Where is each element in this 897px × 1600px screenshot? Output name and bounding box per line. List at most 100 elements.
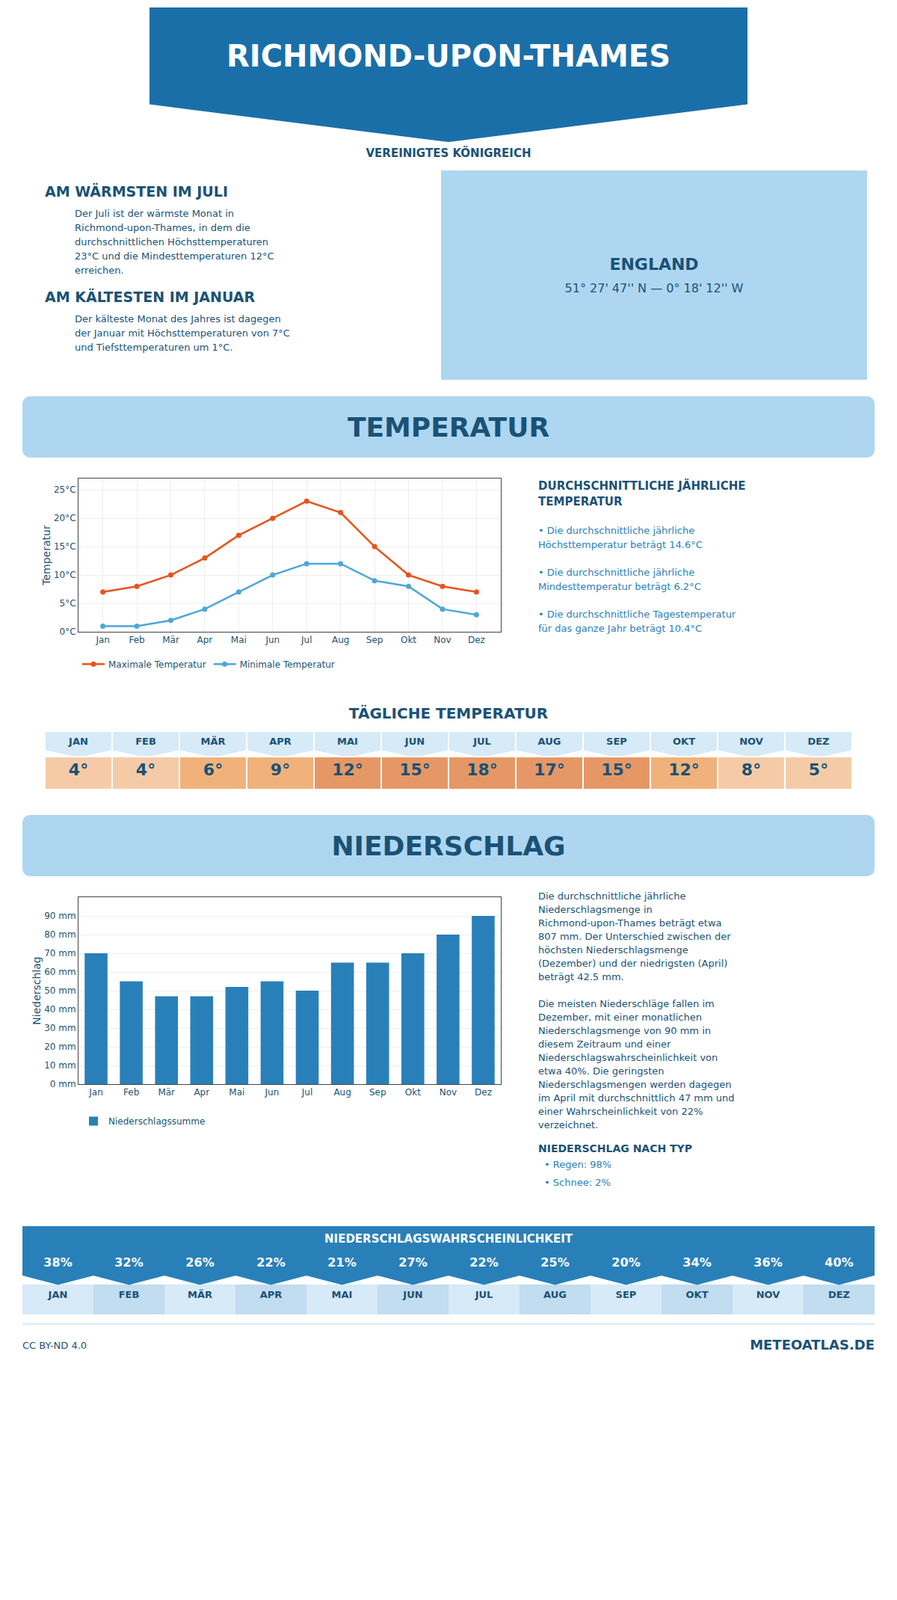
svg-text:Mai: Mai bbox=[230, 634, 247, 646]
svg-text:Mär: Mär bbox=[157, 1086, 175, 1098]
svg-text:Jan: Jan bbox=[88, 1086, 104, 1098]
svg-text:OKT: OKT bbox=[686, 1288, 709, 1300]
svg-text:Nov: Nov bbox=[439, 1086, 457, 1098]
svg-text:Jun: Jun bbox=[264, 634, 280, 646]
svg-text:Jun: Jun bbox=[264, 1086, 280, 1098]
svg-text:20°C: 20°C bbox=[53, 512, 77, 524]
svg-text:5°C: 5°C bbox=[59, 598, 77, 609]
svg-text:17°: 17° bbox=[533, 760, 566, 779]
svg-text:20%: 20% bbox=[611, 1255, 640, 1270]
svg-text:Nov: Nov bbox=[433, 634, 451, 646]
svg-text:Okt: Okt bbox=[400, 634, 417, 646]
svg-text:22%: 22% bbox=[256, 1255, 285, 1270]
svg-text:APR: APR bbox=[269, 735, 292, 747]
svg-text:Maximale Temperatur: Maximale Temperatur bbox=[108, 659, 207, 670]
svg-text:10°C: 10°C bbox=[53, 569, 77, 581]
svg-text:15°C: 15°C bbox=[53, 541, 77, 552]
svg-text:36%: 36% bbox=[753, 1255, 782, 1270]
svg-text:12°: 12° bbox=[331, 760, 364, 779]
svg-text:90 mm: 90 mm bbox=[44, 910, 76, 921]
svg-text:27%: 27% bbox=[398, 1255, 427, 1270]
svg-text:JAN: JAN bbox=[68, 735, 89, 747]
svg-text:JUL: JUL bbox=[474, 1288, 494, 1300]
svg-text:60 mm: 60 mm bbox=[44, 966, 76, 977]
svg-text:Aug: Aug bbox=[331, 634, 350, 646]
html-text:Die durchschnittliche jährlich: Die durchschnittliche jährliche Niedersc… bbox=[538, 890, 735, 1131]
svg-text:15°: 15° bbox=[600, 760, 633, 779]
svg-text:Sep: Sep bbox=[369, 1086, 387, 1098]
svg-text:5°: 5° bbox=[808, 760, 829, 779]
svg-text:26%: 26% bbox=[185, 1255, 214, 1270]
svg-text:MAI: MAI bbox=[337, 735, 359, 747]
svg-text:34%: 34% bbox=[682, 1255, 711, 1270]
svg-text:18°: 18° bbox=[466, 760, 498, 779]
svg-text:38%: 38% bbox=[43, 1255, 72, 1270]
svg-text:MAI: MAI bbox=[331, 1288, 353, 1300]
svg-text:Jan: Jan bbox=[94, 634, 110, 646]
svg-text:Feb: Feb bbox=[128, 634, 145, 646]
svg-text:Sep: Sep bbox=[366, 634, 384, 646]
svg-text:Feb: Feb bbox=[123, 1086, 140, 1098]
svg-text:Dez: Dez bbox=[467, 634, 486, 646]
svg-text:SEP: SEP bbox=[615, 1288, 637, 1300]
svg-text:JUN: JUN bbox=[402, 1288, 423, 1300]
html-text:DURCHSCHNITTLICHE JÄHRLICHE TE: DURCHSCHNITTLICHE JÄHRLICHE TEMPERATUR bbox=[538, 479, 746, 509]
html-text:Der Juli ist der wärmste Monat: Der Juli ist der wärmste Monat in Richmo… bbox=[74, 207, 274, 276]
svg-text:Apr: Apr bbox=[197, 634, 214, 646]
svg-text:30 mm: 30 mm bbox=[44, 1022, 76, 1034]
svg-text:Mär: Mär bbox=[162, 634, 180, 646]
svg-text:25°C: 25°C bbox=[53, 484, 77, 495]
svg-text:Niederschlagssumme: Niederschlagssumme bbox=[108, 1116, 205, 1127]
svg-text:SEP: SEP bbox=[606, 735, 628, 747]
svg-text:NOV: NOV bbox=[739, 735, 764, 747]
svg-text:Jul: Jul bbox=[301, 1086, 313, 1098]
svg-text:Jul: Jul bbox=[300, 634, 312, 646]
svg-text:12°: 12° bbox=[668, 760, 700, 779]
svg-text:JUL: JUL bbox=[472, 735, 492, 747]
svg-text:Apr: Apr bbox=[193, 1086, 210, 1098]
svg-text:DEZ: DEZ bbox=[828, 1288, 850, 1300]
svg-text:MÄR: MÄR bbox=[187, 1288, 213, 1300]
svg-text:6°: 6° bbox=[203, 760, 223, 779]
svg-text:FEB: FEB bbox=[135, 735, 157, 747]
html-text:NIEDERSCHLAG: NIEDERSCHLAG bbox=[331, 830, 566, 861]
svg-text:40 mm: 40 mm bbox=[44, 1003, 76, 1015]
svg-text:4°: 4° bbox=[136, 760, 156, 779]
svg-text:8°: 8° bbox=[741, 760, 761, 779]
svg-text:OKT: OKT bbox=[672, 735, 696, 747]
svg-text:Minimale Temperatur: Minimale Temperatur bbox=[239, 659, 335, 670]
svg-text:Dez: Dez bbox=[474, 1086, 492, 1098]
svg-text:25%: 25% bbox=[540, 1255, 569, 1270]
svg-text:Okt: Okt bbox=[405, 1086, 421, 1098]
svg-text:0°C: 0°C bbox=[59, 626, 77, 637]
html-text:RICHMOND-UPON-THAMES: RICHMOND-UPON-THAMES bbox=[226, 38, 671, 74]
svg-text:32%: 32% bbox=[114, 1255, 143, 1270]
svg-text:MÄR: MÄR bbox=[200, 735, 225, 747]
svg-text:0 mm: 0 mm bbox=[50, 1078, 77, 1090]
svg-text:DEZ: DEZ bbox=[807, 735, 829, 747]
svg-text:10 mm: 10 mm bbox=[44, 1059, 76, 1071]
svg-text:21%: 21% bbox=[327, 1255, 356, 1270]
svg-text:70 mm: 70 mm bbox=[44, 947, 76, 959]
svg-text:80 mm: 80 mm bbox=[44, 929, 76, 940]
svg-text:22%: 22% bbox=[469, 1255, 498, 1270]
svg-text:FEB: FEB bbox=[118, 1288, 140, 1300]
html-text:TEMPERATUR: TEMPERATUR bbox=[347, 411, 550, 443]
svg-text:AUG: AUG bbox=[543, 1288, 567, 1300]
svg-text:9°: 9° bbox=[270, 760, 291, 779]
svg-text:20 mm: 20 mm bbox=[44, 1041, 76, 1052]
svg-text:Niederschlag: Niederschlag bbox=[30, 956, 43, 1025]
svg-text:NOV: NOV bbox=[756, 1288, 781, 1300]
svg-text:JAN: JAN bbox=[47, 1288, 69, 1300]
svg-text:50 mm: 50 mm bbox=[44, 985, 76, 996]
svg-text:APR: APR bbox=[260, 1288, 283, 1300]
svg-text:4°: 4° bbox=[68, 760, 89, 779]
svg-text:Mai: Mai bbox=[228, 1086, 245, 1098]
html-text:Der kälteste Monat des Jahres: Der kälteste Monat des Jahres ist dagege… bbox=[74, 313, 290, 353]
svg-text:Temperatur: Temperatur bbox=[40, 524, 53, 587]
svg-text:40%: 40% bbox=[824, 1255, 853, 1270]
svg-text:AUG: AUG bbox=[538, 735, 562, 747]
svg-text:Aug: Aug bbox=[333, 1086, 351, 1098]
svg-text:JUN: JUN bbox=[404, 735, 425, 747]
svg-text:15°: 15° bbox=[399, 760, 431, 779]
